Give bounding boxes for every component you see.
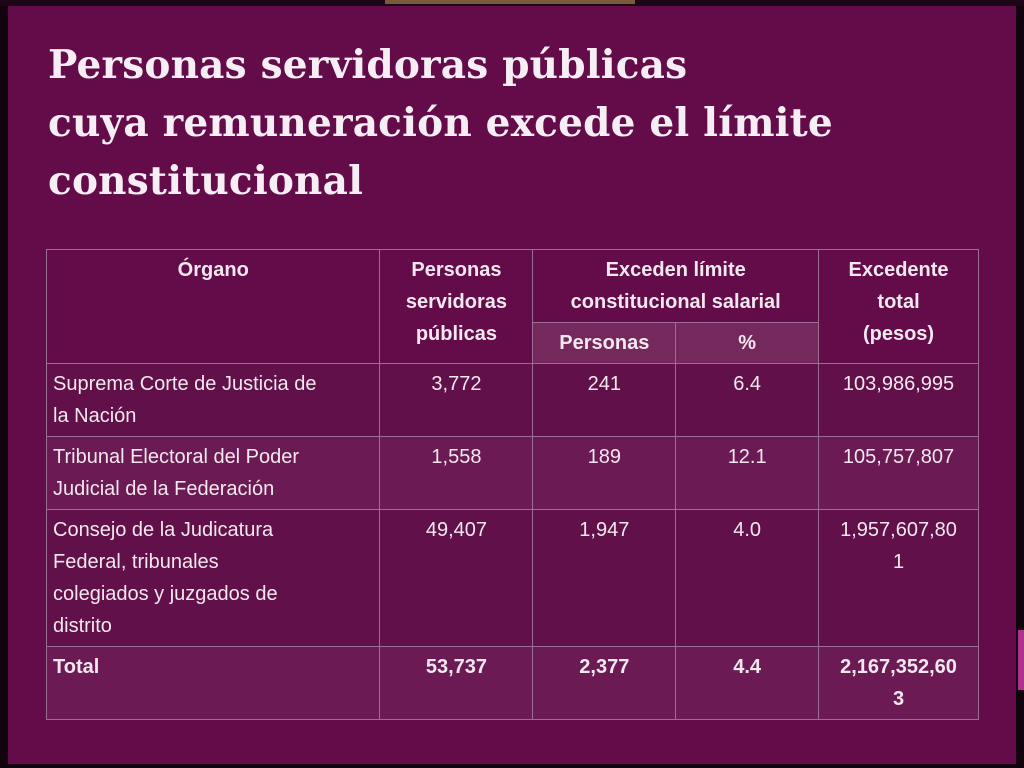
table-row: Tribunal Electoral del Poder Judicial de… [45, 436, 979, 510]
cell-personas-servidoras: 1,558 [379, 436, 534, 510]
header-exceden-limite: Exceden límite constitucional salarial [532, 249, 820, 323]
slide-title: Personas servidoras públicas cuya remune… [48, 36, 988, 210]
cell-personas-servidoras: 3,772 [379, 363, 534, 437]
video-thumbnail-strip [385, 0, 635, 4]
slide-title-line: constitucional [48, 158, 364, 204]
table-row: Consejo de la Judicatura Federal, tribun… [45, 509, 979, 647]
cell-organo: Suprema Corte de Justicia de la Nación [45, 363, 381, 437]
cell-personas: 1,947 [532, 509, 677, 647]
header-personas-servidoras: Personas servidoras públicas [379, 249, 534, 364]
cell-personas: 189 [532, 436, 677, 510]
cell-total-excedente: 2,167,352,60 3 [818, 646, 979, 720]
header-excedente-total: Excedente total (pesos) [818, 249, 979, 364]
cell-line: 2,167,352,60 [840, 656, 957, 678]
window-top-strip [0, 0, 1024, 6]
slide-title-line: Personas servidoras públicas [48, 42, 688, 88]
cell-line: la Nación [53, 405, 137, 427]
cell-excedente: 1,957,607,80 1 [818, 509, 979, 647]
cell-line: 105,757,807 [842, 446, 955, 468]
cell-line: Consejo de la Judicatura [53, 519, 274, 541]
header-line: constitucional salarial [570, 291, 781, 313]
cell-line: distrito [53, 615, 112, 637]
cell-personas-servidoras: 49,407 [379, 509, 534, 647]
cell-line: Tribunal Electoral del Poder [53, 446, 300, 468]
header-line: públicas [415, 323, 497, 345]
cell-line: 3 [892, 688, 905, 710]
cell-organo: Consejo de la Judicatura Federal, tribun… [45, 509, 381, 647]
subheader-percent: % [675, 322, 820, 364]
header-line: total [877, 291, 920, 313]
cell-excedente: 103,986,995 [818, 363, 979, 437]
table-total-row: Total 53,737 2,377 4.4 2,167,352,60 3 [45, 646, 979, 720]
table-header-row: Órgano Personas servidoras públicas Exce… [45, 249, 979, 364]
cell-percent: 12.1 [675, 436, 820, 510]
header-line: Exceden límite [605, 259, 746, 281]
cell-percent: 4.0 [675, 509, 820, 647]
cell-percent: 6.4 [675, 363, 820, 437]
cell-line: Judicial de la Federación [53, 478, 275, 500]
window-edge-accent [1018, 630, 1024, 690]
cell-line: Federal, tribunales [53, 551, 219, 573]
header-line: servidoras [405, 291, 507, 313]
cell-line: 103,986,995 [842, 373, 955, 395]
header-organo: Órgano [45, 249, 381, 364]
cell-line: colegiados y juzgados de [53, 583, 278, 605]
cell-total-percent: 4.4 [675, 646, 820, 720]
cell-personas: 241 [532, 363, 677, 437]
presentation-slide: Personas servidoras públicas cuya remune… [8, 6, 1016, 764]
cell-line: 1,957,607,80 [840, 519, 957, 541]
cell-line: 1 [892, 551, 905, 573]
remuneration-table: Órgano Personas servidoras públicas Exce… [45, 249, 979, 720]
cell-organo: Tribunal Electoral del Poder Judicial de… [45, 436, 381, 510]
cell-total-label: Total [45, 646, 381, 720]
cell-total-personas-servidoras: 53,737 [379, 646, 534, 720]
table-row: Suprema Corte de Justicia de la Nación 3… [45, 363, 979, 437]
header-line: (pesos) [862, 323, 935, 345]
cell-total-personas: 2,377 [532, 646, 677, 720]
header-line: Excedente [848, 259, 949, 281]
subheader-personas: Personas [532, 322, 677, 364]
slide-title-line: cuya remuneración excede el límite [48, 100, 833, 146]
cell-excedente: 105,757,807 [818, 436, 979, 510]
header-line: Personas [411, 259, 502, 281]
cell-line: Suprema Corte de Justicia de [53, 373, 317, 395]
